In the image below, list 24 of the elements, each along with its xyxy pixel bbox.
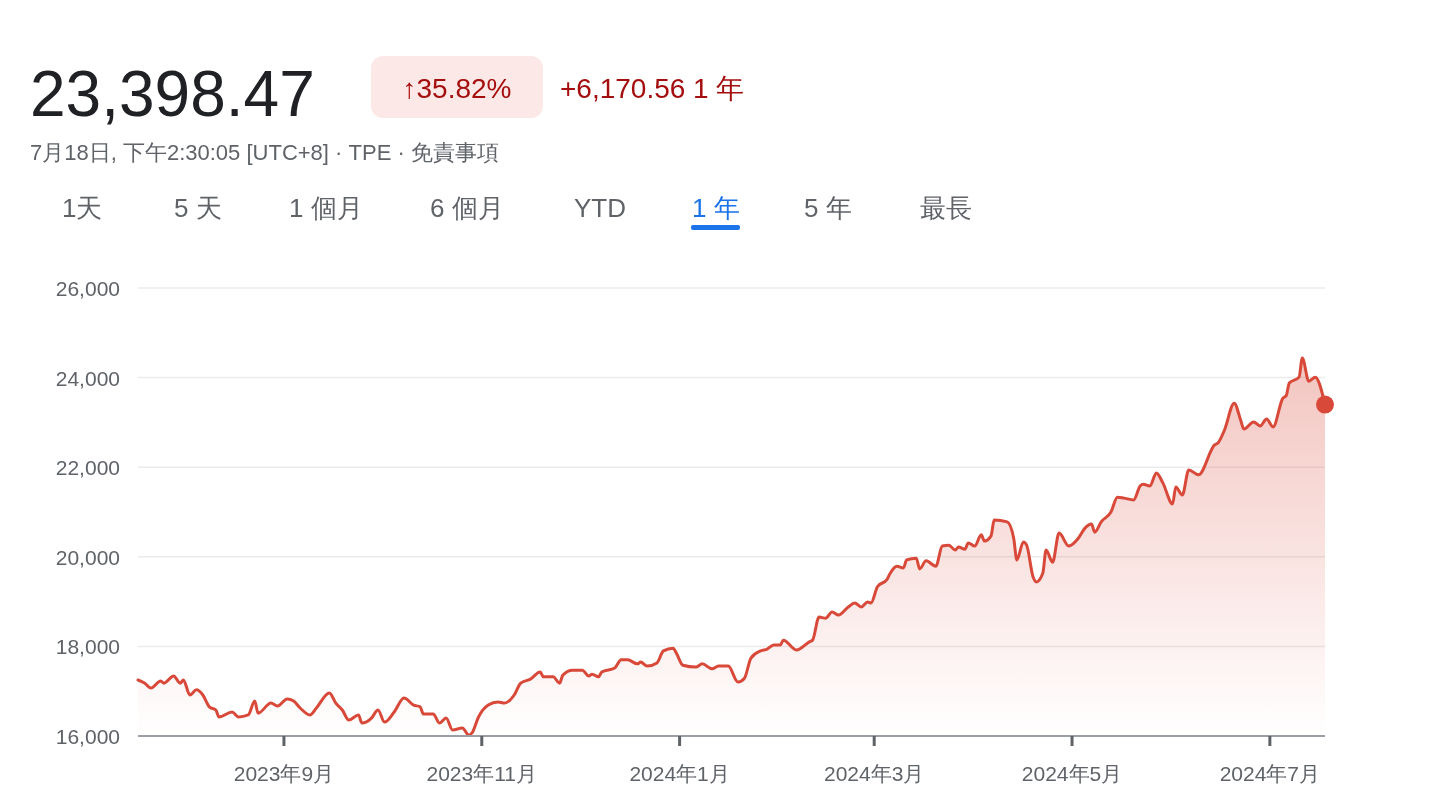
text: 1天 — [62, 193, 103, 223]
text: 最長 — [920, 193, 972, 223]
text: 1 個月 — [289, 193, 363, 223]
text: YTD — [574, 193, 626, 223]
text: 5 天 — [174, 193, 222, 223]
text: 5 年 — [804, 193, 852, 223]
x-tick-label: 2024年1月 — [629, 762, 730, 785]
x-tick-label: 2024年3月 — [824, 762, 925, 785]
x-tick-label: 2024年5月 — [1021, 762, 1123, 785]
text: 6 個月 — [430, 193, 504, 223]
x-tick-label: 2023年9月 — [233, 762, 335, 785]
y-tick-label: 18,000 — [55, 635, 120, 659]
text: +6,170.56 1 年 — [560, 73, 745, 104]
y-tick-label: 26,000 — [55, 277, 120, 300]
y-tick-label: 20,000 — [55, 545, 120, 569]
y-tick-label: 24,000 — [55, 366, 120, 390]
y-tick-label: 16,000 — [55, 725, 120, 748]
chart-subtitle: 7月18日, 下午2:30:05 [UTC+8] · TPE · 免責事項 — [30, 140, 499, 165]
x-tick-label: 2023年11月 — [426, 762, 538, 785]
text: ↑35.82% — [402, 73, 512, 104]
y-tick-label: 22,000 — [55, 456, 120, 480]
text: 1 年 — [692, 193, 740, 223]
chart-title: 23,398.47 — [30, 58, 315, 130]
x-tick-label: 2024年7月 — [1219, 762, 1321, 785]
